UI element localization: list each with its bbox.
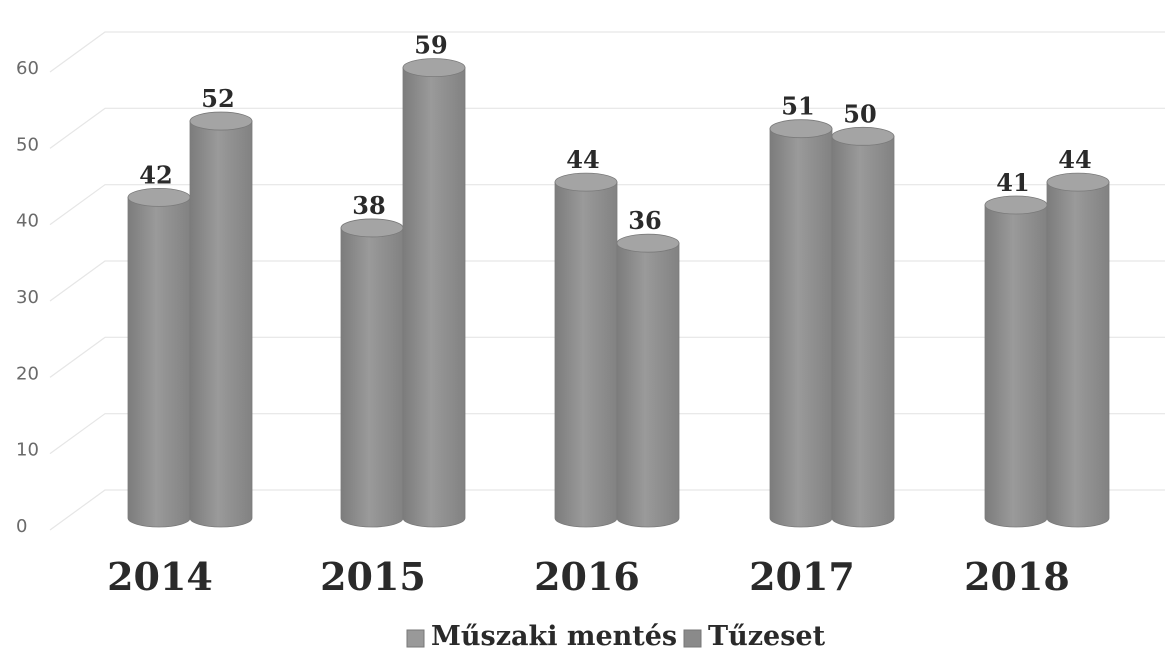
y-tick-label: 40 (16, 211, 39, 232)
bar (189, 111, 253, 528)
y-tick-label: 10 (16, 440, 39, 461)
legend-label-tuzeset: Tűzeset (708, 621, 826, 652)
bars (127, 58, 1110, 528)
gridline (49, 107, 1165, 149)
bar (616, 233, 680, 528)
legend-label-muszaki-mentes: Műszaki mentés (431, 621, 677, 652)
data-label: 52 (201, 84, 234, 113)
legend-swatch-muszaki-mentes (406, 629, 425, 648)
legend-swatch-tuzeset (683, 629, 702, 648)
x-category-label: 2014 (107, 554, 213, 599)
legend: Műszaki mentés Tűzeset (406, 621, 826, 652)
y-tick-label: 30 (16, 287, 39, 308)
data-label: 42 (139, 160, 172, 189)
data-label: 51 (781, 92, 814, 121)
bar (831, 126, 895, 528)
data-label: 38 (352, 191, 385, 220)
gridline (49, 31, 1165, 73)
data-label: 41 (996, 168, 1029, 197)
bar (340, 218, 404, 528)
x-category-label: 2016 (534, 554, 640, 599)
x-category-label: 2015 (320, 554, 426, 599)
y-tick-label: 60 (16, 58, 39, 79)
bar (1046, 172, 1110, 528)
y-tick-label: 20 (16, 363, 39, 384)
data-label: 44 (1058, 145, 1091, 174)
y-tick-label: 0 (16, 516, 27, 537)
x-axis-categories: 2014 2015 2016 2017 2018 (107, 554, 1070, 599)
bar (127, 187, 191, 528)
data-label: 50 (843, 99, 876, 128)
data-label: 59 (414, 31, 447, 60)
data-label: 36 (628, 206, 661, 235)
bar (769, 119, 833, 528)
bar (554, 172, 618, 528)
x-category-label: 2017 (749, 554, 855, 599)
gridlines (49, 31, 1165, 531)
x-category-label: 2018 (964, 554, 1070, 599)
y-tick-label: 50 (16, 134, 39, 155)
data-labels: 42 52 38 59 44 36 51 50 41 44 (139, 31, 1091, 236)
bar (402, 58, 466, 528)
bar (984, 195, 1048, 528)
y-axis-ticks: 0 10 20 30 40 50 60 (16, 58, 39, 537)
data-label: 44 (566, 145, 599, 174)
